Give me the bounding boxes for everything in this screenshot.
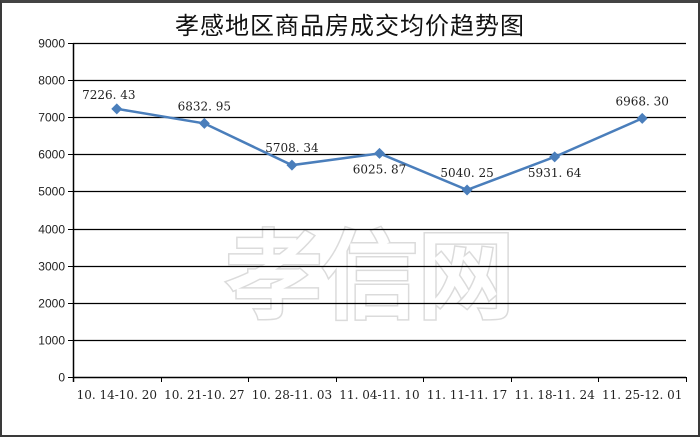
x-tick-label: 11. 25-12. 01	[602, 388, 682, 402]
data-point-marker[interactable]	[374, 147, 385, 159]
data-point-marker[interactable]	[111, 103, 123, 115]
data-point-marker[interactable]	[549, 151, 561, 163]
x-tick-label: 10. 21-10. 27	[164, 388, 244, 402]
data-point-marker[interactable]	[198, 117, 210, 129]
y-tick-label: 3000	[38, 260, 65, 274]
data-point-marker[interactable]	[461, 184, 473, 196]
data-point-marker[interactable]	[286, 159, 298, 171]
y-tick-label: 4000	[38, 223, 65, 237]
y-tick-label: 0	[58, 371, 65, 385]
y-tick-label: 9000	[38, 37, 65, 51]
data-label: 7226. 43	[82, 88, 135, 102]
data-label: 5931. 64	[528, 166, 582, 180]
x-tick-label: 11. 11-11. 17	[427, 388, 507, 402]
y-tick-label: 8000	[38, 74, 65, 88]
data-label: 5708. 34	[265, 141, 319, 155]
x-tick-label: 11. 04-11. 10	[339, 388, 419, 402]
y-tick-label: 7000	[38, 111, 65, 125]
y-tick-label: 1000	[38, 334, 65, 348]
x-tick-label: 10. 28-11. 03	[252, 388, 332, 402]
chart-title: 孝感地区商品房成交均价趋势图	[175, 12, 525, 40]
x-axis: 10. 14-10. 20 10. 21-10. 27 10. 28-11. 03 1…	[73, 376, 687, 402]
data-label: 6968. 30	[615, 94, 668, 108]
data-point-marker[interactable]	[636, 112, 648, 124]
y-axis: 0 1000 2000 3000 4000 5000 6000 7000 8000 9000	[38, 37, 75, 385]
data-label: 6832. 95	[178, 99, 231, 113]
watermark: 孝信网	[226, 221, 514, 333]
y-tick-label: 5000	[38, 185, 65, 199]
data-label: 5040. 25	[440, 166, 493, 180]
x-tick-label: 10. 14-10. 20	[77, 388, 157, 402]
y-tick-label: 2000	[38, 297, 65, 311]
y-tick-label: 6000	[38, 148, 65, 162]
x-tick-label: 11. 18-11. 24	[514, 388, 595, 402]
data-label: 6025. 87	[353, 162, 406, 176]
